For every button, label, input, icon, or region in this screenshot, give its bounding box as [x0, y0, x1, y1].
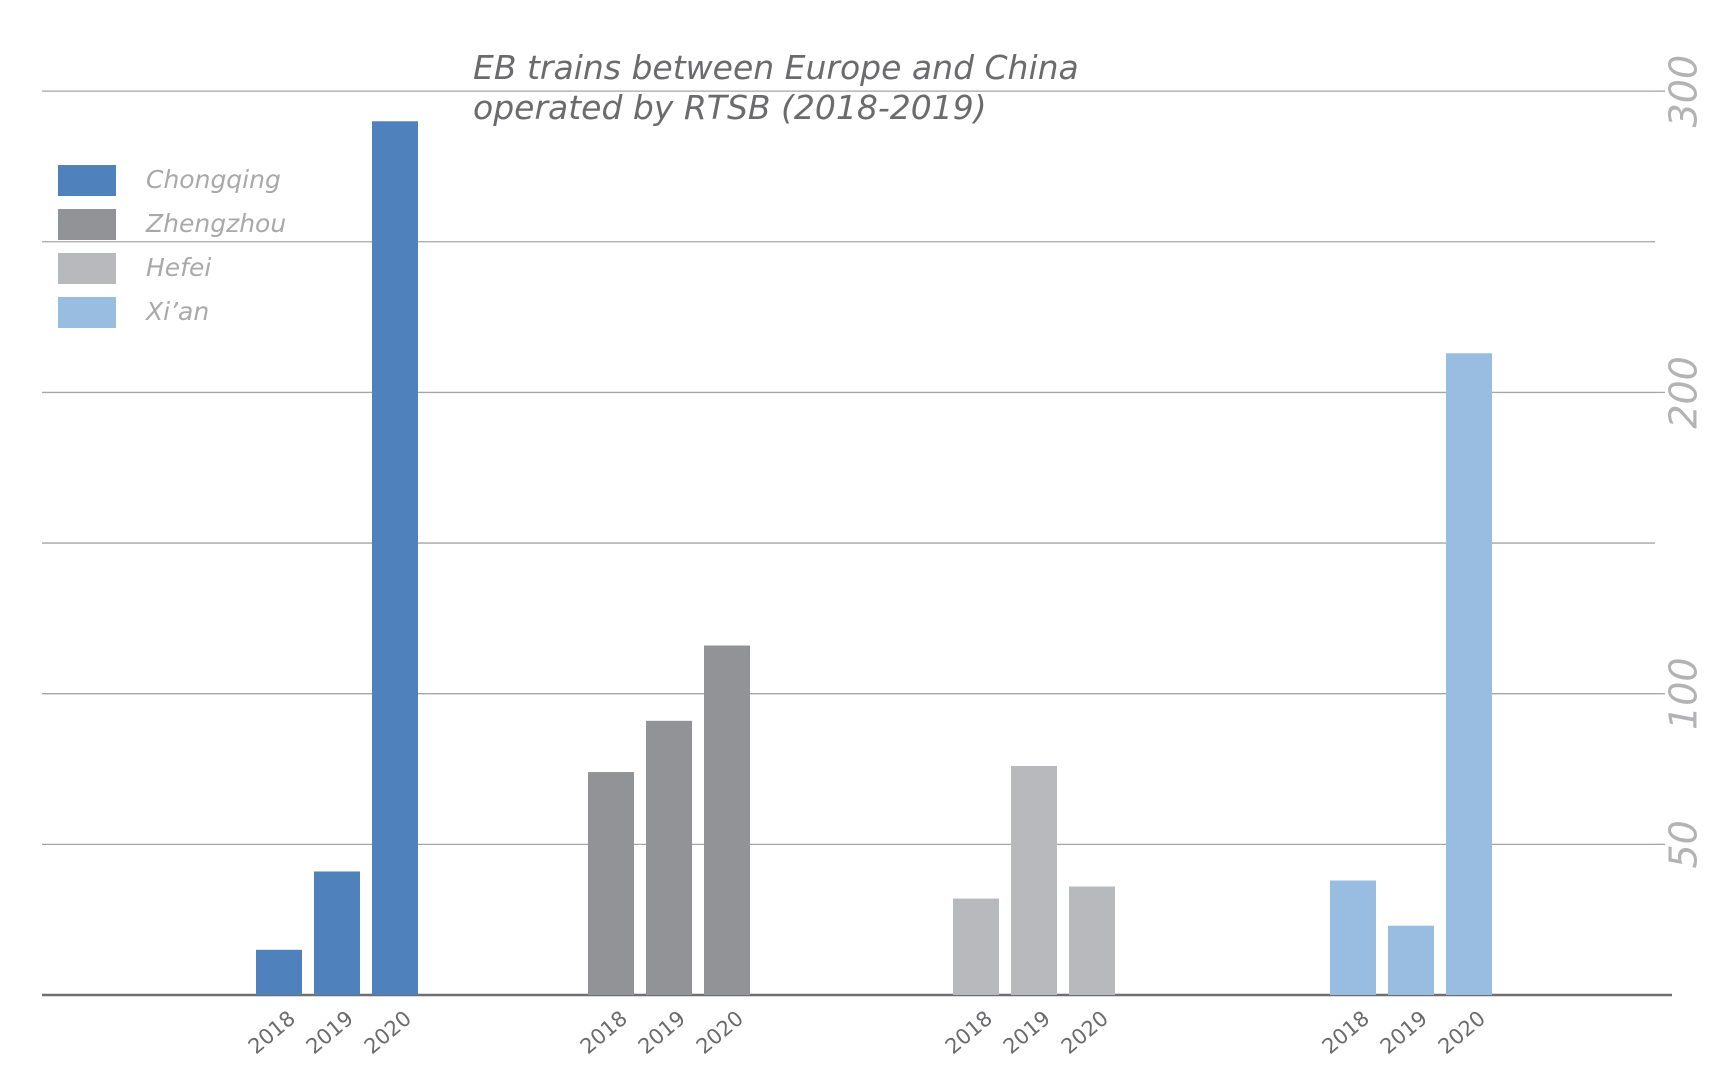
bar [1011, 766, 1057, 995]
bar [704, 645, 750, 995]
bar [1069, 886, 1115, 995]
bar [256, 949, 302, 995]
bar [646, 720, 692, 995]
x-tick-label: 2019 [302, 1006, 358, 1059]
x-tick-label: 2019 [1376, 1006, 1432, 1059]
bar [1388, 925, 1434, 995]
legend-swatch [58, 209, 116, 240]
y-tick-label: 300 [1662, 55, 1706, 128]
bar [314, 871, 360, 995]
bar [1330, 880, 1376, 995]
chart-title: EB trains between Europe and China opera… [473, 48, 1079, 127]
y-tick-label: 50 [1662, 820, 1706, 868]
y-tick-label: 100 [1662, 657, 1706, 730]
legend-label: Hefei [146, 253, 211, 282]
bar [953, 898, 999, 995]
legend-label: Xi’an [144, 297, 209, 326]
x-tick-label: 2020 [692, 1006, 748, 1059]
x-tick-label: 2019 [999, 1006, 1055, 1059]
legend-label: Zhengzhou [145, 209, 286, 238]
x-tick-label: 2018 [941, 1006, 997, 1059]
x-tick-label: 2019 [634, 1006, 690, 1059]
bar [1446, 353, 1492, 996]
x-tick-label: 2018 [244, 1006, 300, 1059]
x-tick-label: 2020 [1434, 1006, 1490, 1059]
x-tick-label: 2018 [576, 1006, 632, 1059]
legend-label: Chongqing [146, 165, 281, 194]
legend-swatch [58, 253, 116, 284]
legend-swatch [58, 165, 116, 196]
x-tick-label: 2020 [1057, 1006, 1113, 1059]
bar [588, 772, 634, 995]
bar [372, 121, 418, 996]
legend-swatch [58, 297, 116, 328]
y-tick-label: 200 [1662, 356, 1706, 429]
x-tick-label: 2020 [360, 1006, 416, 1059]
x-tick-label: 2018 [1318, 1006, 1374, 1059]
